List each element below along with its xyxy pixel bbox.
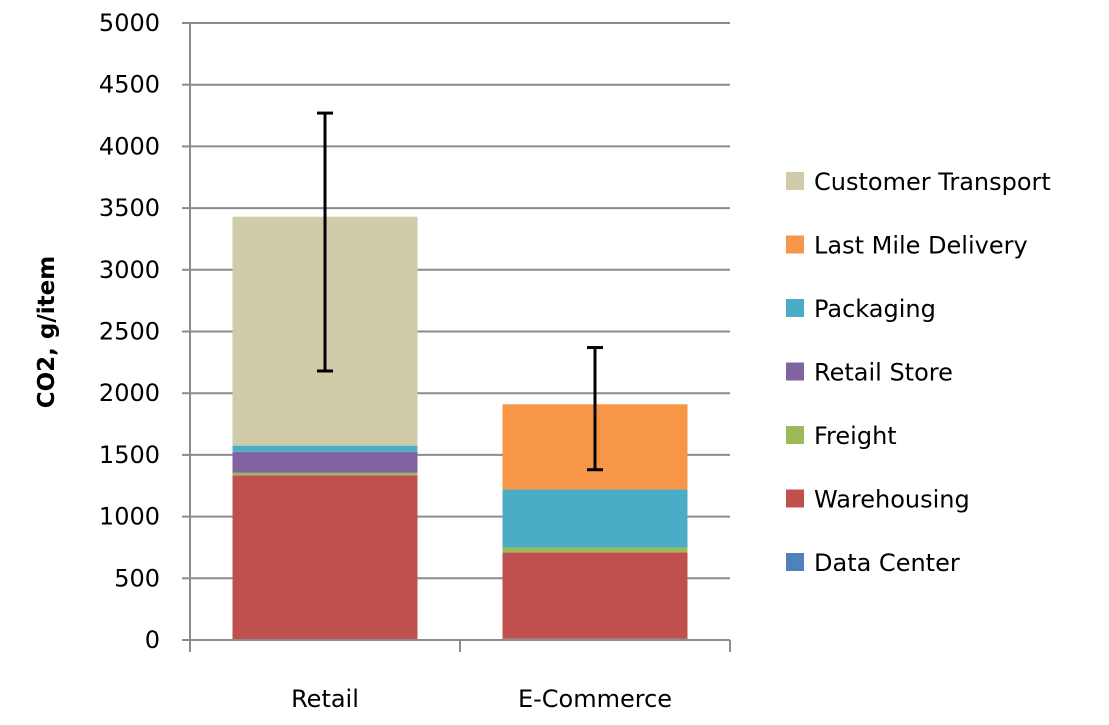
bars: [232, 216, 688, 640]
legend-label: Freight: [814, 422, 897, 450]
bar-segment-warehousing: [232, 475, 418, 640]
bar-segment-retail-store: [232, 451, 418, 473]
legend-swatch: [786, 362, 804, 381]
y-tick-labels: 0 500 1000 1500 2000 2500 3000 3500 4000 4500 5000: [99, 9, 190, 654]
error-bar: [587, 346, 603, 472]
legend-item: Retail Store: [786, 359, 953, 387]
y-tick-label: 500: [114, 564, 160, 592]
legend-swatch: [786, 553, 804, 571]
y-tick-label: 3500: [99, 194, 160, 222]
legend-swatch: [786, 172, 804, 190]
y-tick-label: 0: [145, 626, 160, 654]
legend-item: Warehousing: [786, 486, 970, 514]
legend-swatch: [786, 489, 804, 508]
x-category-labels: Retail E-Commerce: [291, 685, 672, 713]
legend-item: Last Mile Delivery: [786, 232, 1028, 260]
legend-item: Customer Transport: [786, 168, 1051, 196]
bar-segment-freight: [502, 547, 688, 553]
error-bars: [317, 111, 603, 472]
legend-swatch: [786, 426, 804, 444]
legend-item: Freight: [786, 422, 897, 450]
y-tick-label: 5000: [99, 9, 160, 37]
legend: Customer Transport Last Mile Delivery Pack…: [786, 168, 1051, 577]
y-tick-label: 1000: [99, 503, 160, 531]
x-category-label: Retail: [291, 685, 359, 713]
legend-label: Retail Store: [814, 359, 953, 387]
y-axis-title: CO2, g/item: [34, 256, 60, 409]
bar-segment-packaging: [232, 445, 418, 452]
legend-item: Data Center: [786, 549, 960, 577]
y-tick-label: 4500: [99, 71, 160, 99]
legend-label: Data Center: [814, 549, 960, 577]
legend-swatch: [786, 235, 804, 254]
y-tick-label: 3000: [99, 256, 160, 284]
legend-label: Last Mile Delivery: [814, 232, 1028, 260]
y-tick-label: 1500: [99, 441, 160, 469]
error-bar: [317, 111, 333, 373]
y-tick-label: 2000: [99, 379, 160, 407]
legend-swatch: [786, 299, 804, 317]
legend-item: Packaging: [786, 295, 936, 323]
bar-segment-packaging: [502, 489, 688, 548]
bar-segment-freight: [232, 472, 418, 476]
bar-segment-warehousing: [502, 552, 688, 639]
legend-label: Warehousing: [814, 486, 970, 514]
y-tick-label: 4000: [99, 132, 160, 160]
y-tick-label: 2500: [99, 318, 160, 346]
x-category-label: E-Commerce: [518, 685, 672, 713]
legend-label: Packaging: [814, 295, 936, 323]
legend-label: Customer Transport: [814, 168, 1051, 196]
